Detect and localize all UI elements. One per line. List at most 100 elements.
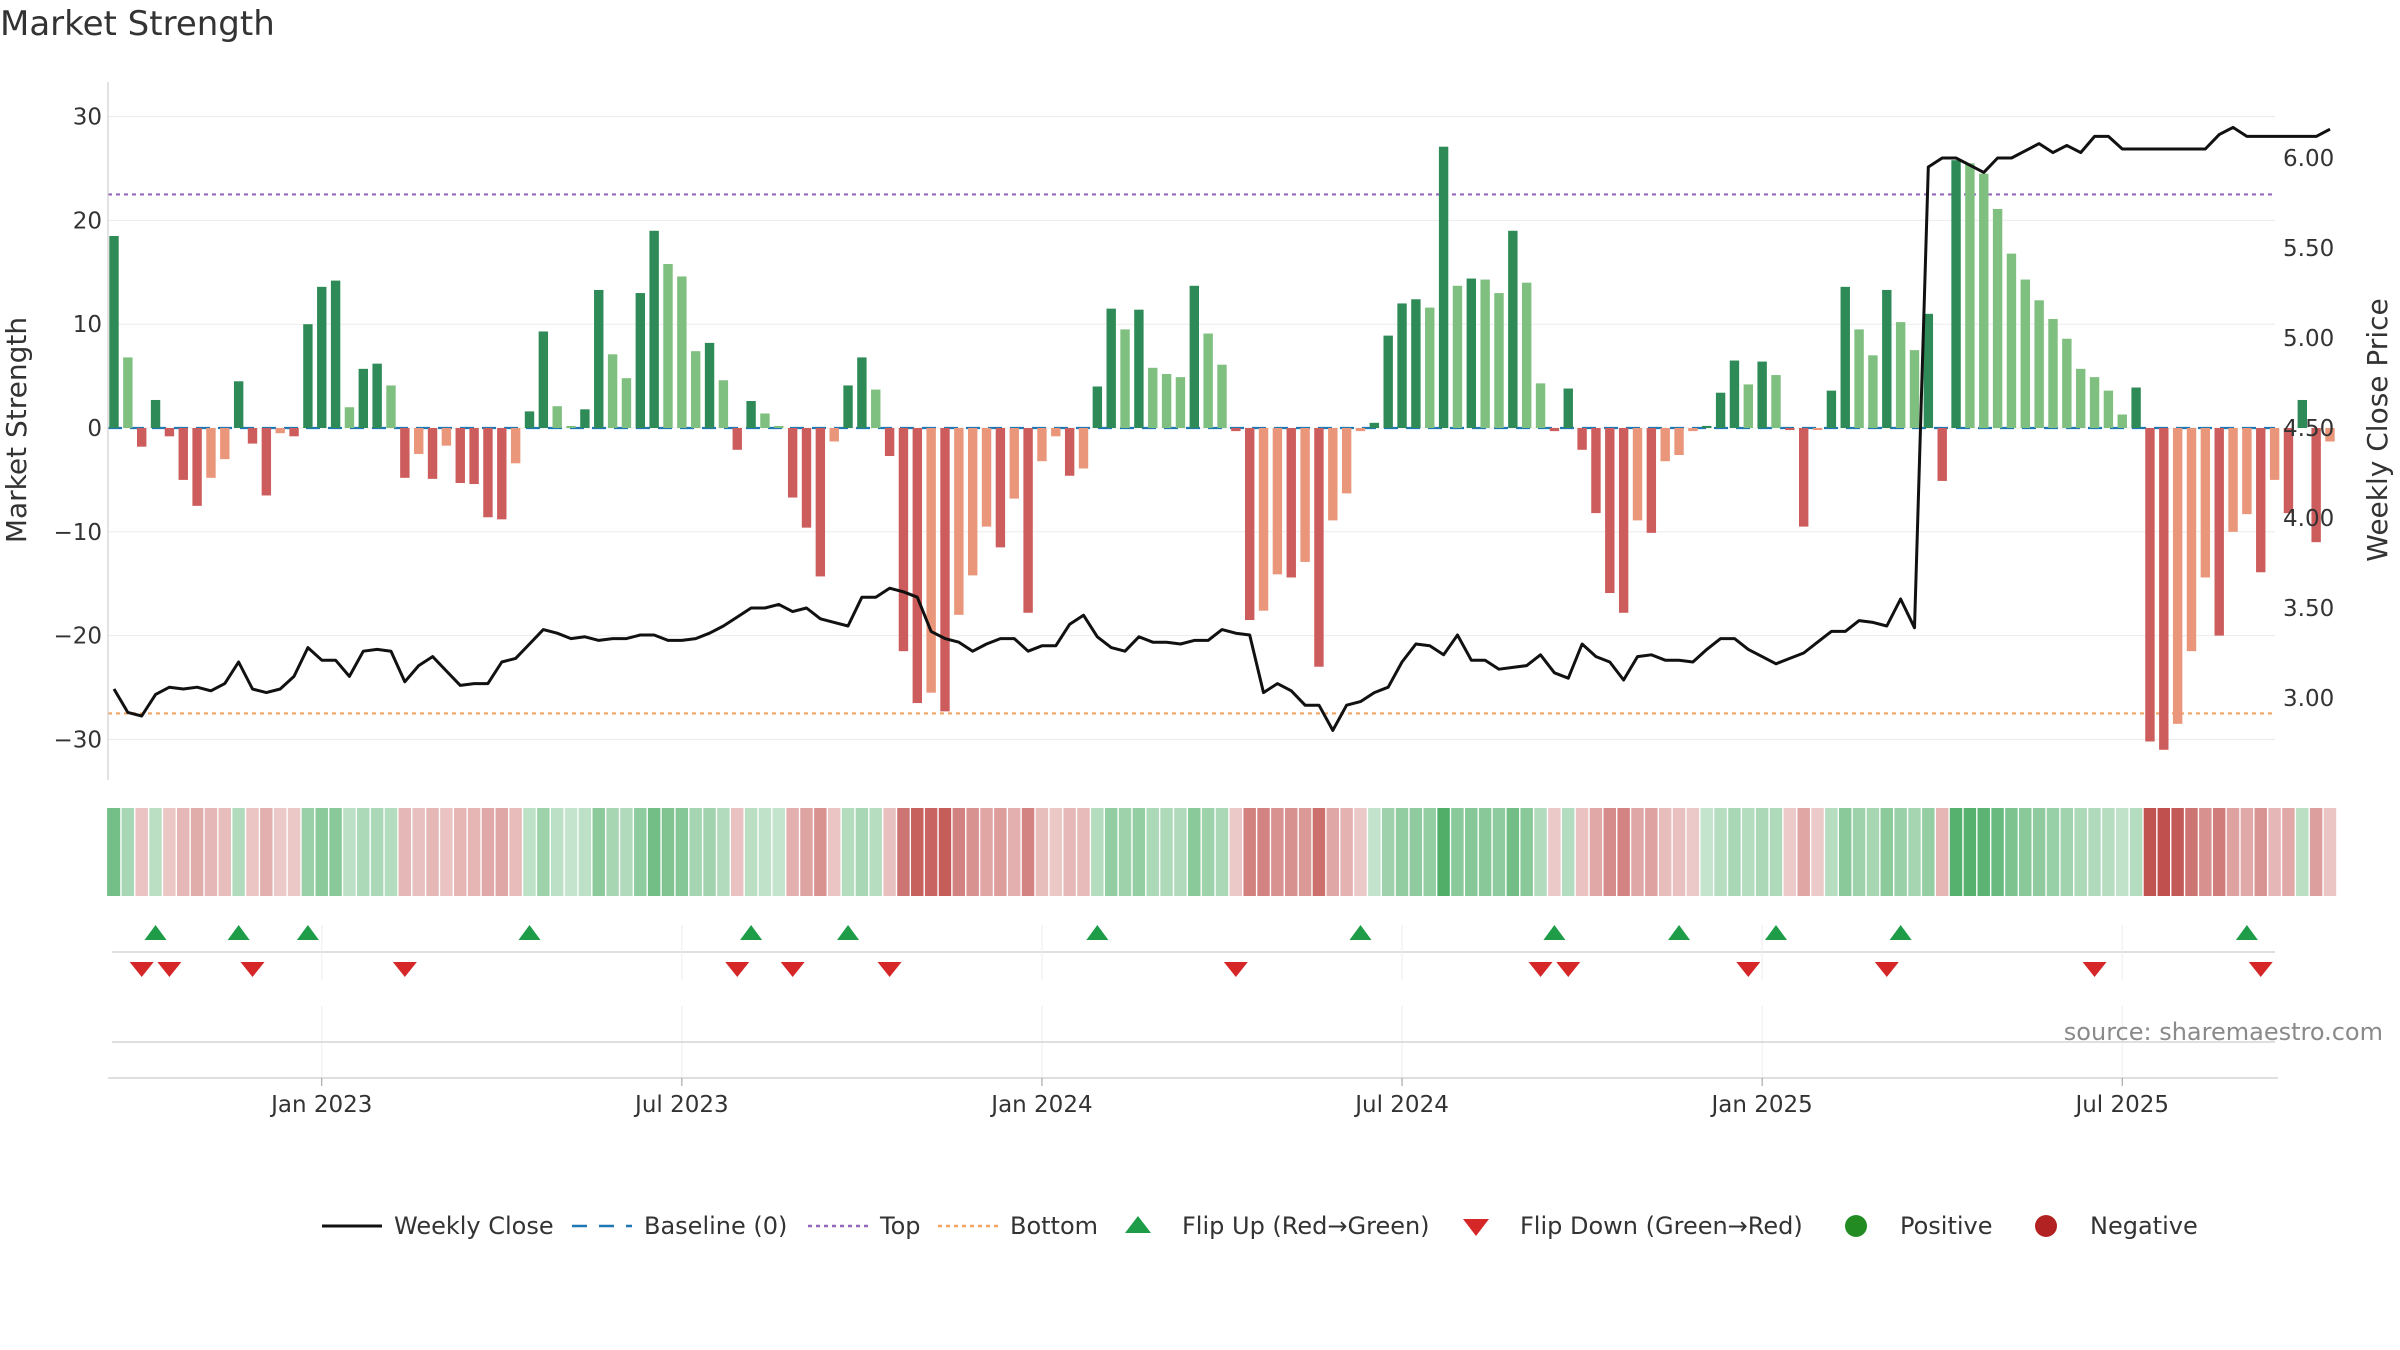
axes: 30 20 10 0 −10 −20 −30 6.00 5.50 5.00 4.50 4.00 3.50… xyxy=(0,82,2394,780)
strength-bar xyxy=(1951,160,1961,429)
strength-bar xyxy=(275,428,285,434)
strength-bar xyxy=(732,428,742,450)
heat-cell xyxy=(1450,808,1465,896)
strength-bar xyxy=(1895,322,1906,428)
strength-bar xyxy=(1508,230,1518,428)
heat-cell xyxy=(633,808,648,896)
strength-bar xyxy=(2131,387,2141,428)
strength-bar xyxy=(261,428,272,496)
heat-cell xyxy=(2087,808,2102,896)
strength-bar xyxy=(1618,428,1629,613)
strength-bar xyxy=(552,406,562,428)
legend-swatch-negative xyxy=(2035,1215,2057,1237)
strength-bar xyxy=(1134,309,1144,428)
strength-bar xyxy=(2283,428,2294,514)
heat-cell xyxy=(1976,808,1991,896)
strength-bar xyxy=(538,331,549,428)
strength-bar xyxy=(1452,285,1463,428)
flip-down-marker xyxy=(1223,962,1248,977)
flip-down-marker xyxy=(392,962,417,977)
strength-bar xyxy=(2076,368,2086,428)
heat-cell xyxy=(134,808,149,896)
strength-bar xyxy=(1383,335,1393,428)
heat-cell xyxy=(2115,808,2130,896)
strength-bar xyxy=(607,354,618,428)
legend-label: Baseline (0) xyxy=(644,1212,787,1240)
strength-bar xyxy=(1605,428,1615,594)
flip-down-marker xyxy=(2082,962,2107,977)
heat-cell xyxy=(744,808,759,896)
heat-cell xyxy=(190,808,205,896)
strength-bar xyxy=(884,428,895,457)
strength-bar xyxy=(1535,383,1546,428)
heat-cell xyxy=(605,808,620,896)
flip-up-marker xyxy=(518,925,541,940)
heat-cell xyxy=(1644,808,1659,896)
strength-bar xyxy=(2020,279,2030,428)
strength-bar xyxy=(760,413,770,428)
right-axis-title: Weekly Close Price xyxy=(2361,298,2394,561)
heat-cell xyxy=(1464,808,1479,896)
heat-cell xyxy=(370,808,385,896)
heat-cell xyxy=(1575,808,1590,896)
heat-cell xyxy=(107,808,121,896)
strength-bar xyxy=(940,428,950,712)
heat-cell xyxy=(813,808,828,896)
strength-bar xyxy=(1009,428,1019,499)
strength-bar xyxy=(317,286,327,428)
strength-bar xyxy=(1702,425,1712,428)
strength-bar xyxy=(801,428,812,528)
flip-down-marker xyxy=(1556,962,1581,977)
heat-cell xyxy=(1409,808,1423,896)
x-tick-label: Jul 2023 xyxy=(633,1092,729,1118)
strength-bar xyxy=(1840,286,1850,428)
strength-bar xyxy=(926,428,936,693)
legend-label: Top xyxy=(879,1212,921,1240)
strength-bar xyxy=(330,280,341,428)
heat-cell xyxy=(1298,808,1313,896)
strength-bar xyxy=(1245,428,1255,621)
strength-bar xyxy=(954,428,964,615)
strength-bar xyxy=(123,357,133,428)
strength-bar xyxy=(441,428,452,446)
weekly-close-line xyxy=(112,125,2331,732)
heat-cell xyxy=(2198,808,2213,896)
strength-bar xyxy=(1314,428,1324,667)
strength-bar xyxy=(2048,319,2058,428)
heat-cell xyxy=(1062,808,1077,896)
heat-cell xyxy=(688,808,703,896)
heat-cell xyxy=(841,808,855,896)
strength-bar xyxy=(2089,377,2100,428)
left-axis-title: Market Strength xyxy=(0,317,33,543)
strength-bar xyxy=(206,428,216,478)
heat-cell xyxy=(799,808,814,896)
heat-cell xyxy=(2295,808,2310,896)
heat-cell xyxy=(1312,808,1326,896)
strength-bar xyxy=(981,428,992,527)
strength-bar xyxy=(1189,285,1199,428)
heat-cell xyxy=(1852,808,1867,896)
heat-cell xyxy=(1533,808,1548,896)
heat-cell xyxy=(425,808,440,896)
heat-cell xyxy=(1769,808,1783,896)
heat-cell xyxy=(647,808,662,896)
flip-down-marker xyxy=(1528,962,1553,977)
heat-cell xyxy=(1796,808,1811,896)
strength-bar xyxy=(2117,414,2127,428)
heat-cell xyxy=(2212,808,2227,896)
flip-down-marker xyxy=(1736,962,1761,977)
strength-bar xyxy=(1425,307,1435,428)
heat-cell xyxy=(1782,808,1797,896)
heat-cell xyxy=(1048,808,1063,896)
heat-cell xyxy=(979,808,994,896)
strength-bar xyxy=(1563,388,1573,428)
strength-bar xyxy=(774,425,784,428)
heat-cell xyxy=(1132,808,1146,896)
strength-bar xyxy=(1258,428,1269,611)
strength-bar xyxy=(1660,428,1670,462)
heat-cell xyxy=(1159,808,1174,896)
strength-bar xyxy=(455,428,465,484)
heat-cell xyxy=(2323,808,2337,896)
strength-bar xyxy=(1120,329,1130,428)
